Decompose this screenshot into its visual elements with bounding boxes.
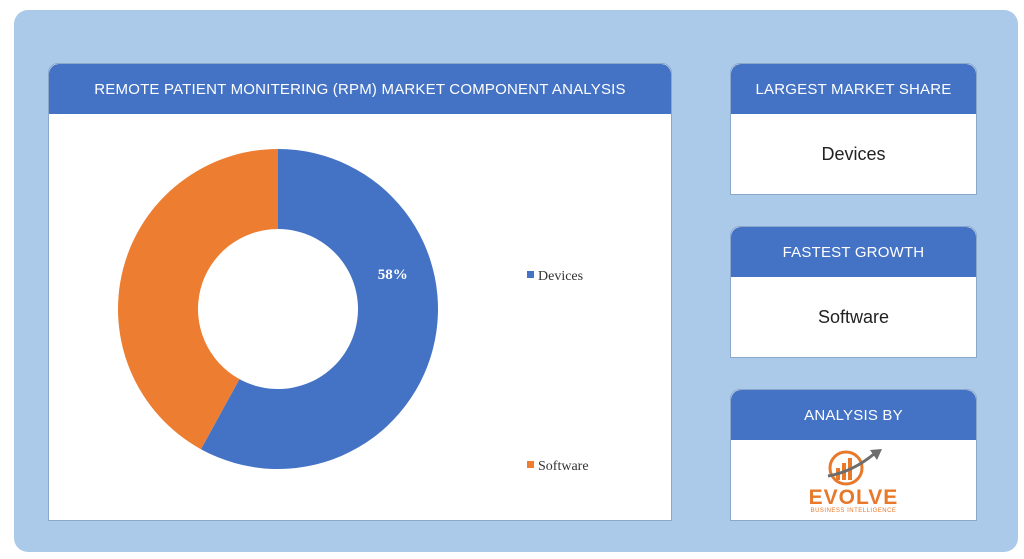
largest-share-value: Devices bbox=[821, 143, 886, 164]
largest-share-header: LARGEST MARKET SHARE bbox=[731, 64, 976, 114]
legend-swatch-software bbox=[527, 461, 534, 468]
logo-tagline: BUSINESS INTELLIGENCE bbox=[810, 508, 897, 514]
analysis-by-header: ANALYSIS BY bbox=[731, 390, 976, 440]
fastest-growth-value: Software bbox=[817, 306, 890, 327]
fastest-growth-card: FASTEST GROWTH Software bbox=[730, 226, 977, 358]
legend-label-devices: Devices bbox=[538, 269, 583, 284]
data-label-devices: 58% bbox=[378, 267, 408, 283]
logo-name: EVOLVE bbox=[808, 486, 899, 509]
legend-label-software: Software bbox=[538, 459, 589, 474]
largest-share-card: LARGEST MARKET SHARE Devices bbox=[730, 63, 977, 195]
donut-chart: 58% Devices Software bbox=[117, 149, 589, 474]
growth-chart-icon bbox=[827, 449, 882, 486]
legend-swatch-devices bbox=[527, 271, 534, 278]
fastest-growth-header: FASTEST GROWTH bbox=[731, 227, 976, 277]
evolve-logo: EVOLVE BUSINESS INTELLIGENCE bbox=[731, 440, 976, 520]
chart-card: REMOTE PATIENT MONITERING (RPM) MARKET C… bbox=[48, 63, 672, 521]
analysis-by-card: ANALYSIS BY EVOLVE BUSINESS INTELLIGENCE bbox=[730, 389, 977, 521]
slice-devices bbox=[200, 149, 439, 470]
chart-card-header: REMOTE PATIENT MONITERING (RPM) MARKET C… bbox=[49, 64, 671, 114]
slice-software bbox=[117, 149, 278, 450]
